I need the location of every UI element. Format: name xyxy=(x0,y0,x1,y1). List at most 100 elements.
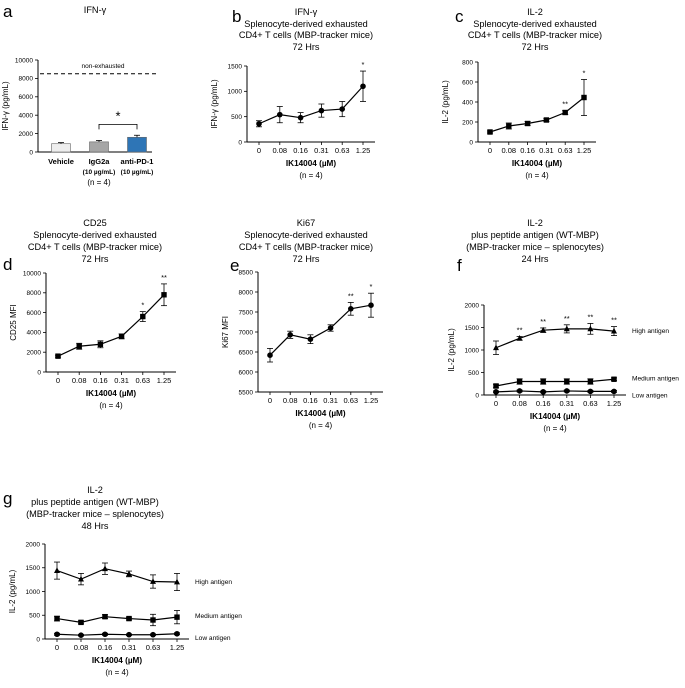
x-tick-label: 0.31 xyxy=(122,643,137,652)
data-point xyxy=(76,343,82,349)
data-point xyxy=(540,378,546,385)
x-tick-label: 0 xyxy=(494,399,498,408)
y-tick-label: 800 xyxy=(462,59,473,66)
data-point xyxy=(564,378,570,385)
x-tick-label: 1.25 xyxy=(356,146,371,155)
y-tick-label: 500 xyxy=(231,114,242,121)
data-point xyxy=(360,83,366,90)
chart-title-line: Splenocyte-derived exhausted xyxy=(33,230,157,240)
panel-letter: d xyxy=(3,255,12,274)
x-category-sublabel: (10 µg/mL) xyxy=(83,169,116,176)
panel-letter: e xyxy=(230,256,239,275)
series-label: High antigen xyxy=(632,328,669,335)
x-tick-label: 0.16 xyxy=(520,146,535,155)
reference-line-label: non-exhausted xyxy=(81,63,124,70)
y-axis-label: IL-2 (pg/mL) xyxy=(447,328,456,372)
data-series: ** ** ** ** ** High antigen xyxy=(493,312,669,355)
x-tick-label: 0 xyxy=(488,146,492,155)
x-tick-label: 1.25 xyxy=(577,146,592,155)
chart-title-line: IL-2 xyxy=(527,218,543,228)
data-point xyxy=(267,352,273,359)
data-series: Medium antigen xyxy=(493,375,679,389)
data-point xyxy=(102,565,108,572)
data-point xyxy=(543,117,550,123)
series-label: Low antigen xyxy=(632,392,668,399)
y-axis-label: IFN-γ (pg/mL) xyxy=(1,81,10,131)
data-point xyxy=(506,123,512,129)
y-tick-label: 2000 xyxy=(26,541,41,548)
x-axis-label: IK14004 (µM) xyxy=(86,389,136,398)
series-label: Medium antigen xyxy=(632,375,679,382)
data-point xyxy=(140,313,146,320)
data-point xyxy=(102,631,108,638)
data-point xyxy=(493,383,499,389)
x-tick-label: 0.16 xyxy=(93,376,108,385)
x-axis-label: IK14004 (µM) xyxy=(295,409,345,418)
significance-mark: ** xyxy=(348,291,354,300)
y-tick-label: 1000 xyxy=(465,347,480,354)
series-label: High antigen xyxy=(195,579,232,586)
y-tick-label: 4000 xyxy=(27,330,42,337)
x-tick-label: 0.08 xyxy=(512,399,527,408)
data-point xyxy=(540,389,546,395)
x-tick-label: 0.08 xyxy=(501,146,516,155)
data-point xyxy=(150,631,156,638)
data-point xyxy=(348,306,354,312)
y-tick-label: 0 xyxy=(29,149,33,156)
chart-title-line: Ki67 xyxy=(297,218,315,228)
x-tick-label: 0.31 xyxy=(323,396,338,405)
data-point xyxy=(54,615,60,622)
x-tick-label: 0.63 xyxy=(146,643,161,652)
panel-letter: f xyxy=(457,256,462,275)
data-point xyxy=(563,325,570,332)
chart-panel-a: a IFN-γ 0 2000 4000 6000 8000 10000 IFN-γ (pg/mL… xyxy=(1,2,158,187)
y-tick-label: 5500 xyxy=(239,389,254,396)
data-point xyxy=(126,570,132,577)
data-point xyxy=(516,335,523,341)
data-point xyxy=(54,631,60,638)
significance-mark: ** xyxy=(517,326,523,335)
x-tick-label: 0.08 xyxy=(283,396,298,405)
x-tick-label: 0.16 xyxy=(98,643,113,652)
y-tick-label: 1000 xyxy=(26,589,41,596)
y-tick-label: 0 xyxy=(37,369,41,376)
series-line xyxy=(258,85,364,125)
x-tick-label: 0.16 xyxy=(293,146,308,155)
chart-title-line: IL-2 xyxy=(527,7,543,17)
significance-bracket xyxy=(98,124,138,130)
data-point xyxy=(611,376,617,382)
significance-mark: ** xyxy=(587,312,593,321)
x-tick-label: 0.31 xyxy=(314,146,329,155)
chart-title-line: Splenocyte-derived exhausted xyxy=(244,230,368,240)
chart-panel-d: d CD25 Splenocyte-derived exhausted CD4+ T … xyxy=(3,218,176,410)
bar xyxy=(127,136,147,153)
data-series: * xyxy=(256,60,366,128)
y-tick-label: 6000 xyxy=(27,310,42,317)
data-series: Medium antigen xyxy=(54,610,242,627)
series-line xyxy=(495,390,614,393)
chart-title-line: Splenocyte-derived exhausted xyxy=(244,19,368,29)
chart-title-line: 72 Hrs xyxy=(521,42,548,52)
data-point xyxy=(174,614,180,620)
series-label: Medium antigen xyxy=(195,613,242,620)
data-point xyxy=(55,353,61,359)
data-point xyxy=(611,388,617,395)
significance-mark: * xyxy=(370,282,373,291)
y-tick-label: 7500 xyxy=(239,309,254,316)
panel-letter: c xyxy=(455,7,464,26)
x-tick-label: 0 xyxy=(55,643,59,652)
chart-title-line: plus peptide antigen (WT-MBP) xyxy=(31,497,159,507)
y-axis-label: IL-2 (pg/mL) xyxy=(8,569,17,613)
x-axis-label: IK14004 (µM) xyxy=(286,159,336,168)
x-tick-label: 0.16 xyxy=(536,399,551,408)
data-point xyxy=(516,378,523,385)
chart-panel-e: e Ki67 Splenocyte-derived exhausted CD4+ T … xyxy=(221,218,383,430)
data-point xyxy=(97,341,104,347)
series-label: Low antigen xyxy=(195,635,231,642)
y-tick-label: 4000 xyxy=(19,113,34,120)
data-point xyxy=(368,302,374,309)
y-tick-label: 0 xyxy=(36,636,40,643)
x-tick-label: 0.08 xyxy=(272,146,287,155)
data-point xyxy=(487,129,493,135)
